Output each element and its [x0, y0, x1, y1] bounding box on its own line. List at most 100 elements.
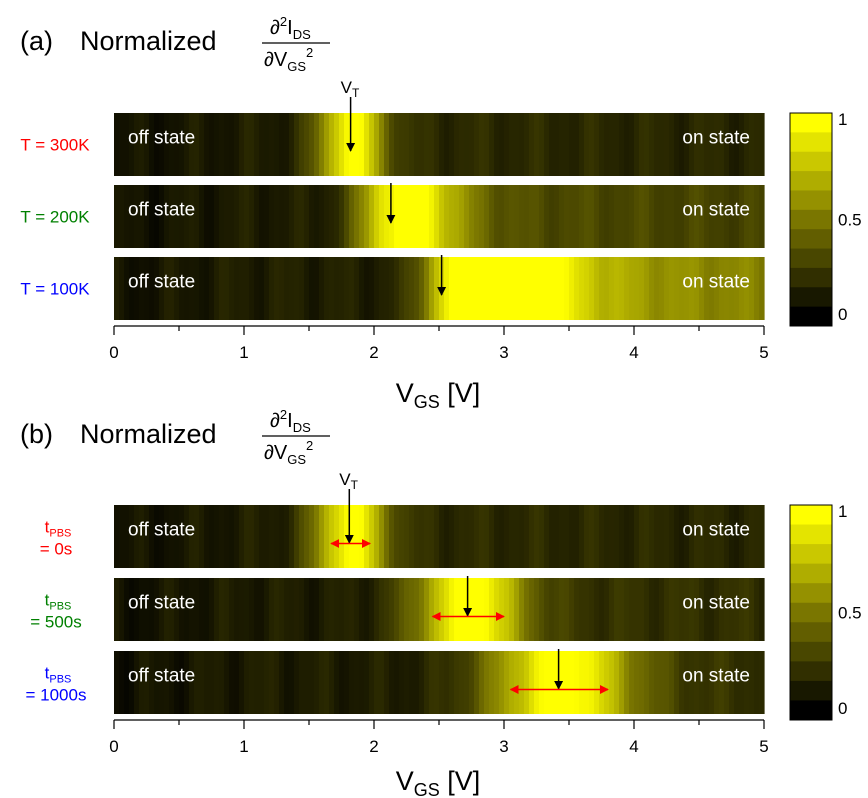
heatmap-cell: [304, 505, 310, 568]
heatmap-cell: [759, 113, 765, 176]
heatmap-cell: [434, 651, 440, 714]
heatmap-cell: [609, 505, 615, 568]
heatmap-cell: [279, 185, 285, 248]
heatmap-cell: [459, 257, 465, 320]
heatmap-cell: [754, 578, 760, 641]
heatmap-cell: [224, 113, 230, 176]
heatmap-cell: [194, 185, 200, 248]
colorbar-tick-label: 0.5: [838, 211, 862, 230]
heatmap-cell: [264, 578, 270, 641]
heatmap-cell: [694, 185, 700, 248]
heatmap-cell: [524, 505, 530, 568]
colorbar-tick-label: 0: [838, 305, 847, 324]
x-axis-label-sub: GS: [414, 392, 440, 412]
heatmap-cell: [569, 505, 575, 568]
heatmap-cell: [424, 578, 430, 641]
heatmap-cell: [744, 505, 750, 568]
x-tick-label: 4: [629, 737, 638, 756]
heatmap-cell: [614, 505, 620, 568]
colorbar-segment: [790, 622, 832, 643]
heatmap-cell: [329, 185, 335, 248]
panel-label: (b): [20, 419, 53, 449]
colorbar-tick-label: 1: [838, 502, 847, 521]
heatmap-cell: [589, 651, 595, 714]
heatmap-cell: [189, 505, 195, 568]
heatmap-cell: [664, 651, 670, 714]
heatmap-cell: [669, 651, 675, 714]
heatmap-cell: [559, 651, 565, 714]
heatmap-cell: [519, 505, 525, 568]
heatmap-cell: [194, 257, 200, 320]
heatmap-cell: [584, 257, 590, 320]
heatmap-cell: [289, 257, 295, 320]
heatmap-cell: [339, 651, 345, 714]
heatmap-cell: [389, 651, 395, 714]
heatmap-cell: [194, 651, 200, 714]
heatmap-cell: [374, 257, 380, 320]
heatmap-cell: [524, 113, 530, 176]
heatmap-cell: [159, 257, 165, 320]
heatmap-cell: [209, 185, 215, 248]
heatmap-cell: [404, 113, 410, 176]
heatmap-cell: [284, 505, 290, 568]
heatmap-cell: [329, 651, 335, 714]
heatmap-cell: [294, 113, 300, 176]
heatmap-cell: [534, 505, 540, 568]
colorbar-tick-label: 0: [838, 699, 847, 718]
heatmap-cell: [624, 185, 630, 248]
heatmap-row-3: off state on state T = 100K: [20, 255, 765, 320]
heatmap-cell: [284, 113, 290, 176]
heatmap-cell: [679, 185, 685, 248]
heatmap-cell: [214, 257, 220, 320]
heatmap-cell: [199, 505, 205, 568]
heatmap-cell: [444, 113, 450, 176]
heatmap-cell: [149, 113, 155, 176]
heatmap-cell: [259, 651, 265, 714]
heatmap-cell: [504, 505, 510, 568]
heatmap-cell: [334, 651, 340, 714]
heatmap-cell: [739, 505, 745, 568]
heatmap-cell: [634, 578, 640, 641]
heatmap-cell: [184, 257, 190, 320]
heatmap-cell: [709, 505, 715, 568]
heatmap-cell: [534, 257, 540, 320]
heatmap-cell: [139, 257, 145, 320]
heatmap-cell: [274, 578, 280, 641]
heatmap-cell: [359, 651, 365, 714]
heatmap-cell: [259, 505, 265, 568]
heatmap-cell: [484, 578, 490, 641]
heatmap-cell: [159, 505, 165, 568]
heatmap-cell: [609, 257, 615, 320]
heatmap-cell: [519, 578, 525, 641]
heatmap-cell: [734, 578, 740, 641]
heatmap-cell: [399, 651, 405, 714]
heatmap-cell: [494, 578, 500, 641]
colorbar-segment: [790, 151, 832, 172]
heatmap-cell: [744, 185, 750, 248]
heatmap-cell: [414, 257, 420, 320]
heatmap-cell: [279, 578, 285, 641]
heatmap-cell: [564, 113, 570, 176]
heatmap-cell: [364, 578, 370, 641]
x-tick-label: 1: [239, 737, 248, 756]
heatmap-cell: [679, 257, 685, 320]
heatmap-cell: [689, 578, 695, 641]
heatmap-cell: [309, 113, 315, 176]
heatmap-cell: [709, 578, 715, 641]
heatmap-cell: [589, 113, 595, 176]
heatmap-cell: [604, 185, 610, 248]
heatmap-cell: [729, 651, 735, 714]
heatmap-cell: [384, 113, 390, 176]
heatmap-cell: [699, 113, 705, 176]
heatmap-cell: [479, 113, 485, 176]
heatmap-cell: [544, 578, 550, 641]
heatmap-cell: [404, 257, 410, 320]
heatmap-cell: [264, 113, 270, 176]
colorbar-segment: [790, 229, 832, 250]
heatmap-cell: [249, 651, 255, 714]
heatmap-cell: [399, 113, 405, 176]
heatmap-cell: [494, 257, 500, 320]
heatmap-cell: [634, 257, 640, 320]
vt-label-main: V: [339, 470, 351, 489]
heatmap-cell: [119, 578, 125, 641]
